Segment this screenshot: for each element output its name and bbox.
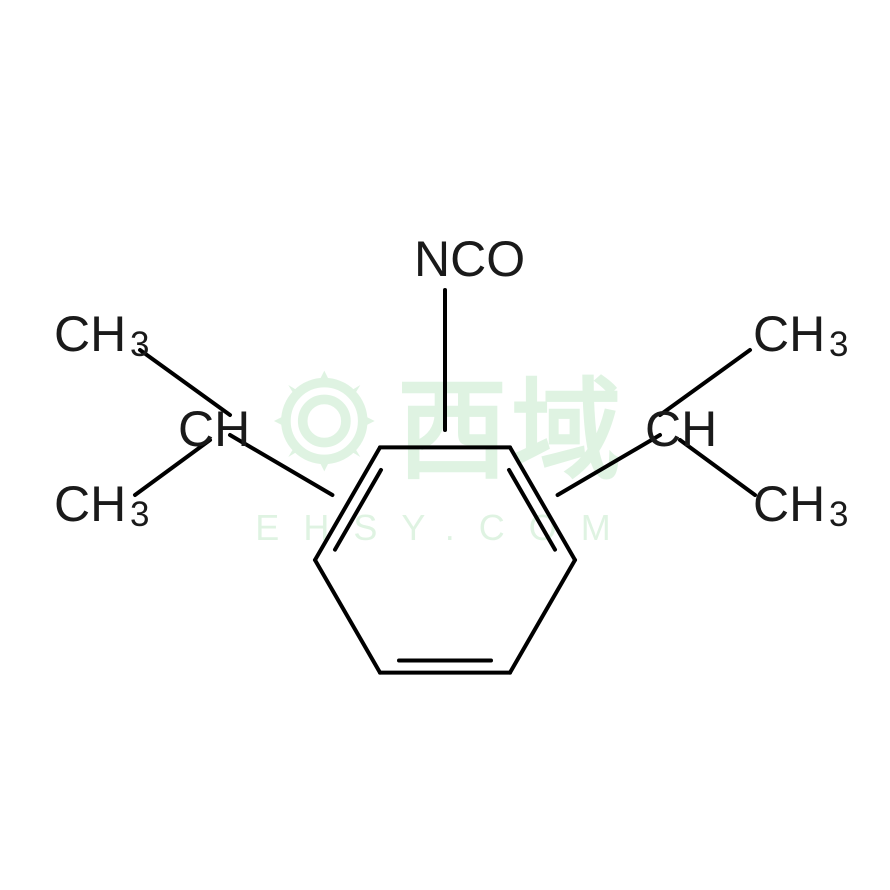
atom-label: CH	[753, 475, 825, 533]
atom-label: CH	[753, 305, 825, 363]
atom-label: CH	[645, 400, 717, 458]
atom-label: NCO	[414, 230, 525, 288]
atom-label: 3	[829, 325, 848, 365]
atom-label: CH	[178, 400, 250, 458]
atom-label: 3	[130, 325, 149, 365]
atom-label: CH	[54, 305, 126, 363]
atom-label: 3	[130, 495, 149, 535]
molecule-diagram	[0, 0, 890, 890]
atom-label: CH	[54, 475, 126, 533]
atom-label: 3	[829, 495, 848, 535]
